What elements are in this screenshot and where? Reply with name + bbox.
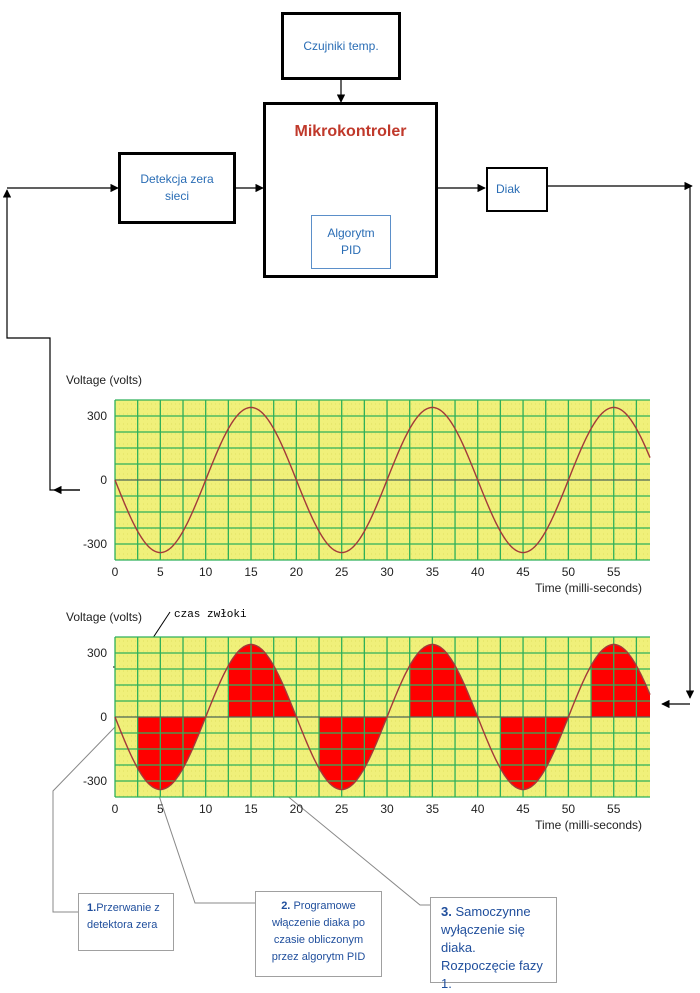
x-tick-label: 0 [112, 802, 119, 816]
delay-label: czas zwłoki [174, 609, 247, 621]
x-tick-label: 50 [562, 565, 576, 579]
y-tick-label: -300 [83, 537, 107, 551]
y-tick-label: 300 [87, 646, 107, 660]
y-axis-label: Voltage (volts) [66, 373, 142, 387]
x-axis-label: Time (milli-seconds) [535, 818, 642, 832]
zero-detection-line1: Detekcja zera [140, 172, 214, 186]
microcontroller-block: Mikrokontroler Algorytm PID [263, 102, 438, 278]
x-tick-label: 45 [516, 565, 530, 579]
x-tick-label: 40 [471, 565, 485, 579]
x-tick-label: 15 [244, 565, 258, 579]
callout-3-text: Samoczynne wyłączenie się diaka. Rozpocz… [441, 904, 543, 991]
callout-1: 1.Przerwanie z detektora zera [78, 893, 174, 951]
callout-1-number: 1. [87, 902, 97, 914]
conduction-region [228, 644, 297, 717]
x-tick-label: 30 [380, 565, 394, 579]
x-tick-label: 20 [290, 802, 304, 816]
x-axis-label: Time (milli-seconds) [535, 581, 642, 595]
voltage-series-line [114, 643, 651, 791]
conduction-region [591, 644, 650, 717]
pid-algorithm-block: Algorytm PID [311, 215, 391, 269]
y-tick-label: -300 [83, 774, 107, 788]
x-tick-label: 30 [380, 802, 394, 816]
pid-label-line1: Algorytm [327, 226, 375, 240]
diac-label: Diak [496, 182, 521, 196]
x-tick-label: 50 [562, 802, 576, 816]
diac-block: Diak [486, 167, 548, 212]
x-tick-label: 20 [290, 565, 304, 579]
pid-label-line2: PID [340, 243, 361, 257]
y-tick-label: 0 [100, 710, 107, 724]
x-tick-label: 5 [157, 565, 164, 579]
x-tick-label: 15 [244, 802, 258, 816]
conduction-region [137, 717, 206, 790]
x-tick-label: 40 [471, 802, 485, 816]
x-tick-label: 25 [335, 565, 349, 579]
x-tick-label: 0 [112, 565, 119, 579]
x-tick-label: 10 [199, 565, 213, 579]
x-tick-label: 35 [426, 802, 440, 816]
conduction-region [409, 644, 478, 717]
sensors-label: Czujniki temp. [303, 38, 379, 53]
callout-2-text: Programowe włączenie diaka po czasie obl… [271, 900, 366, 963]
callout-2: 2. Programowe włączenie diaka po czasie … [255, 891, 382, 977]
voltage-series-line [114, 406, 651, 554]
y-axis-label: Voltage (volts) [66, 610, 142, 624]
callout-3-number: 3. [441, 904, 452, 919]
callout-3: 3. Samoczynne wyłączenie się diaka. Rozp… [430, 897, 557, 991]
x-tick-label: 25 [335, 802, 349, 816]
x-tick-label: 45 [516, 802, 530, 816]
x-tick-label: 10 [199, 802, 213, 816]
y-tick-label: 300 [87, 409, 107, 423]
x-tick-label: 5 [157, 802, 164, 816]
leader-callout-1 [52, 726, 116, 913]
zero-detection-line2: sieci [164, 189, 189, 203]
x-tick-label: 55 [607, 565, 621, 579]
conduction-region [319, 717, 388, 790]
callout-1-text: Przerwanie z detektora zera [87, 902, 160, 931]
sensors-block: Czujniki temp. [281, 12, 401, 80]
x-tick-label: 55 [607, 802, 621, 816]
conduction-region [500, 717, 569, 790]
x-tick-label: 35 [426, 565, 440, 579]
callout-2-number: 2. [281, 900, 291, 912]
zero-detection-block: Detekcja zera sieci [118, 152, 236, 224]
y-tick-label: 0 [100, 473, 107, 487]
microcontroller-title: Mikrokontroler [294, 123, 407, 140]
